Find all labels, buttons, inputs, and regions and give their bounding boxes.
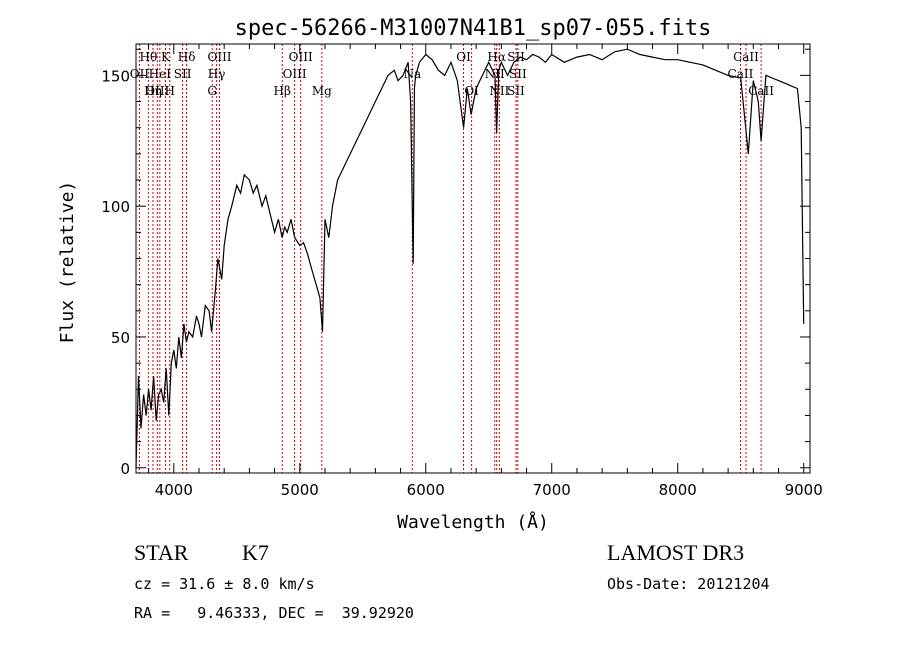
line-label-4: HeI: [149, 67, 172, 81]
line-label-0: Hθ: [139, 50, 157, 64]
x-tick-label-7000: 7000: [533, 481, 571, 499]
series-spectrum: [135, 48, 805, 468]
line-label-8: H: [165, 84, 175, 98]
line-label-2: OIII: [145, 84, 169, 98]
line-label-13: OIII: [289, 50, 313, 64]
line-label-15: Mg: [312, 84, 332, 98]
y-tick-label-50: 50: [111, 329, 130, 347]
line-label-23: SII: [509, 67, 527, 81]
line-label-24: SII: [507, 84, 525, 98]
x-tick-label-8000: 8000: [659, 481, 697, 499]
object-subclass: K7: [242, 540, 269, 565]
ra-dec-coords: RA = 9.46333, DEC = 39.92920: [134, 604, 414, 622]
plot-frame: [135, 43, 811, 474]
series-layer: [135, 48, 805, 468]
x-tick-label-4000: 4000: [155, 481, 193, 499]
redshift-cz: cz = 31.6 ± 8.0 km/s: [134, 575, 315, 593]
observation-date: Obs-Date: 20121204: [607, 575, 770, 593]
line-label-25: CaII: [733, 50, 759, 64]
line-label-1: OII: [130, 67, 150, 81]
line-label-12: Hβ: [274, 84, 291, 98]
line-label-26: CaII: [728, 67, 754, 81]
line-label-21: NII: [489, 84, 509, 98]
y-axis-label: Flux (relative): [57, 181, 78, 344]
y-tick-label-100: 100: [101, 198, 130, 216]
x-tick-label-9000: 9000: [785, 481, 823, 499]
line-label-17: OI: [456, 50, 471, 64]
line-label-10: Hγ: [208, 67, 226, 81]
survey-name: LAMOST DR3: [607, 540, 745, 565]
line-label-6: Hδ: [178, 50, 196, 64]
object-class: STAR: [134, 540, 189, 565]
line-label-3: K: [161, 50, 171, 64]
y-tick-label-150: 150: [101, 67, 130, 85]
x-axis-label: Wavelength (Å): [397, 511, 549, 533]
line-label-7: SII: [174, 67, 192, 81]
line-label-16: Na: [403, 67, 421, 81]
line-label-20: NII: [485, 67, 505, 81]
line-label-11: G: [207, 84, 217, 98]
line-label-14: OIII: [283, 67, 307, 81]
chart-title: spec-56266-M31007N41B1_sp07-055.fits: [235, 16, 712, 41]
axes-layer: 4000 5000 6000 7000 8000 9000 0 50 100 150: [101, 44, 823, 499]
y-tick-label-0: 0: [120, 460, 130, 478]
line-label-27: CaII: [748, 84, 774, 98]
x-tick-label-5000: 5000: [281, 481, 319, 499]
x-tick-label-6000: 6000: [407, 481, 445, 499]
line-label-5: Hη: [144, 84, 162, 98]
line-label-9: OIII: [207, 50, 231, 64]
line-label-22: SII: [507, 50, 525, 64]
line-label-18: OI: [464, 84, 479, 98]
line-label-19: Hα: [487, 50, 506, 64]
spectral-line-markers: [138, 44, 762, 473]
